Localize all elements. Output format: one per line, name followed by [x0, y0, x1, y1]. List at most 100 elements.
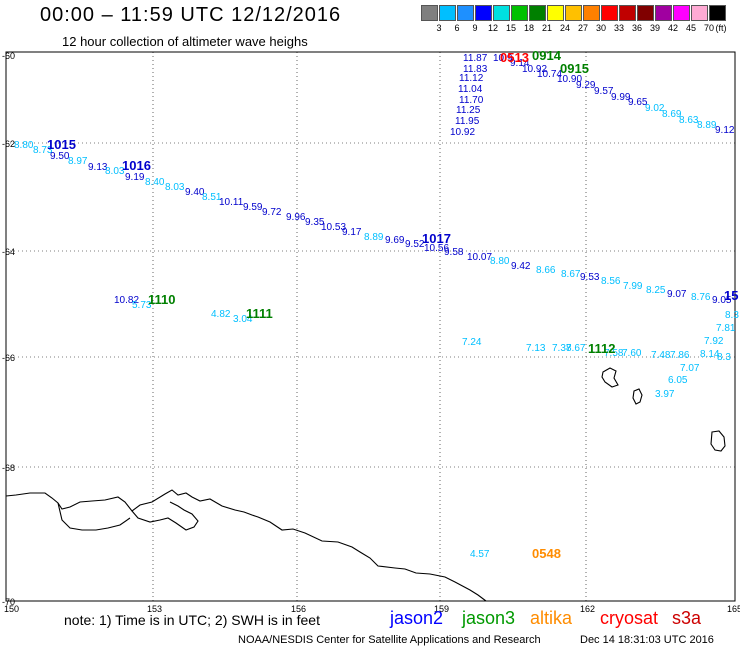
- legend-swatch: [655, 5, 672, 21]
- swh-value: 7.07: [680, 363, 700, 374]
- legend-label: 33: [613, 23, 624, 33]
- swh-value: 8.25: [646, 285, 666, 296]
- latitude-label: -70: [2, 597, 15, 607]
- swh-value: 8.03: [105, 166, 125, 177]
- swh-value: 9.17: [342, 227, 362, 238]
- antarctic-coastline: [5, 489, 487, 602]
- swh-value: 8.63: [679, 115, 699, 126]
- swh-value: 9.35: [305, 217, 325, 228]
- swh-value: 10.9: [493, 53, 513, 64]
- legend-swatch: [565, 5, 582, 21]
- swh-value: 7.58: [604, 348, 624, 359]
- swh-value: 8.80: [14, 140, 34, 151]
- legend-swatch: [619, 5, 636, 21]
- legend-label: 30: [595, 23, 606, 33]
- longitude-label: 150: [4, 604, 19, 614]
- island-3: [710, 430, 726, 452]
- swh-value: 8.56: [601, 276, 621, 287]
- swh-value: 11.04: [458, 84, 483, 95]
- swh-value: 7.37: [552, 343, 572, 354]
- swh-value: 8.67: [566, 343, 586, 354]
- satellite-s3a: s3a: [672, 608, 702, 628]
- swh-value: 7.81: [716, 323, 736, 334]
- swh-value: 3.04: [233, 314, 253, 325]
- swh-value: 9.69: [385, 235, 405, 246]
- swh-value: 8.40: [145, 177, 165, 188]
- legend-swatch: [475, 5, 492, 21]
- pass-time-label: 1015: [47, 137, 76, 152]
- swh-value: 7.99: [623, 281, 643, 292]
- credit-line: NOAA/NESDIS Center for Satellite Applica…: [238, 634, 541, 646]
- swh-value: 9.50: [50, 151, 70, 162]
- swh-value: 8.69: [662, 109, 682, 120]
- swh-value: 10.11: [219, 197, 244, 208]
- satellite-jason3: jason3: [462, 608, 516, 628]
- coastal-peninsula: [57, 502, 131, 531]
- graticule: [6, 52, 735, 601]
- legend-swatch: [547, 5, 564, 21]
- swh-value: 4.57: [470, 549, 490, 560]
- swh-value: 9.12: [715, 125, 735, 136]
- swh-value: 8.66: [536, 265, 556, 276]
- pass-time-label: 15: [724, 288, 738, 303]
- swh-observations: 11.87 10.99.1410.9210.7410.909.299.579.99…: [14, 53, 739, 560]
- legend-label: 70: [703, 23, 714, 33]
- latitude-label: -64: [2, 247, 15, 257]
- pass-time-label: 1110: [148, 292, 176, 307]
- legend-label: 42: [667, 23, 678, 33]
- swh-value: 9.96: [286, 212, 306, 223]
- longitude-label: 159: [434, 604, 449, 614]
- swh-value: 9.52: [405, 239, 425, 250]
- legend-label: 18: [523, 23, 534, 33]
- legend-label: 9: [472, 23, 478, 33]
- swh-value: 10.07: [467, 252, 492, 263]
- legend-label: 24: [559, 23, 570, 33]
- page-title: 00:00 – 11:59 UTC 12/12/2016: [40, 4, 342, 26]
- swh-value: 7.24: [462, 337, 482, 348]
- swh-value: 8.80: [490, 256, 510, 267]
- longitude-label: 156: [291, 604, 306, 614]
- legend-swatch: [709, 5, 726, 21]
- pass-time-label: 0548: [532, 546, 561, 561]
- coastal-inlet: [131, 501, 199, 531]
- axis-labels: 150 153 156 159 162 165 -60 -62 -64 -66 -68 -70: [2, 51, 740, 614]
- swh-value: 7.86: [670, 350, 690, 361]
- swh-value: 7.13: [526, 343, 546, 354]
- swh-value: 8.89: [697, 120, 717, 131]
- swh-value: 11.87: [463, 53, 488, 64]
- swh-value: 10.90: [557, 74, 582, 85]
- pass-time-label: 1111: [246, 306, 273, 321]
- legend-label: 45: [685, 23, 696, 33]
- swh-value: 8.73: [33, 145, 53, 156]
- swh-value: 11.25: [456, 105, 481, 116]
- latitude-label: -66: [2, 353, 15, 363]
- swh-value: 11.12: [459, 73, 484, 84]
- swh-value: 9.29: [576, 80, 596, 91]
- legend-label: 12: [487, 23, 498, 33]
- swh-value: 10.56: [424, 243, 449, 254]
- pass-time-label: 0914: [532, 48, 562, 63]
- swh-value: 9.58: [444, 247, 464, 258]
- pass-time-label: 1112: [588, 341, 616, 356]
- footer-note: note: 1) Time is in UTC; 2) SWH is in fe…: [64, 612, 320, 628]
- legend-swatch: [601, 5, 618, 21]
- legend-label: 27: [577, 23, 588, 33]
- legend-swatch: [637, 5, 654, 21]
- page-subtitle: 12 hour collection of altimeter wave hei…: [62, 34, 308, 49]
- credit-date: Dec 14 18:31:03 UTC 2016: [580, 634, 714, 646]
- coastline: [5, 367, 726, 602]
- swh-value: 10.92: [450, 127, 475, 138]
- swh-value: 9.59: [243, 202, 263, 213]
- swh-value: 8.51: [202, 192, 222, 203]
- swh-value: 9.13: [88, 162, 108, 173]
- pass-time-label: 1016: [122, 158, 151, 173]
- swh-value: 11.83: [463, 64, 488, 75]
- swh-value: 10.53: [321, 222, 346, 233]
- legend-swatch: [457, 5, 474, 21]
- swh-value: 9.57: [594, 86, 614, 97]
- swh-value: 8.14: [700, 349, 720, 360]
- longitude-label: 153: [147, 604, 162, 614]
- latitude-label: -68: [2, 463, 15, 473]
- swh-value: 9.99: [611, 92, 631, 103]
